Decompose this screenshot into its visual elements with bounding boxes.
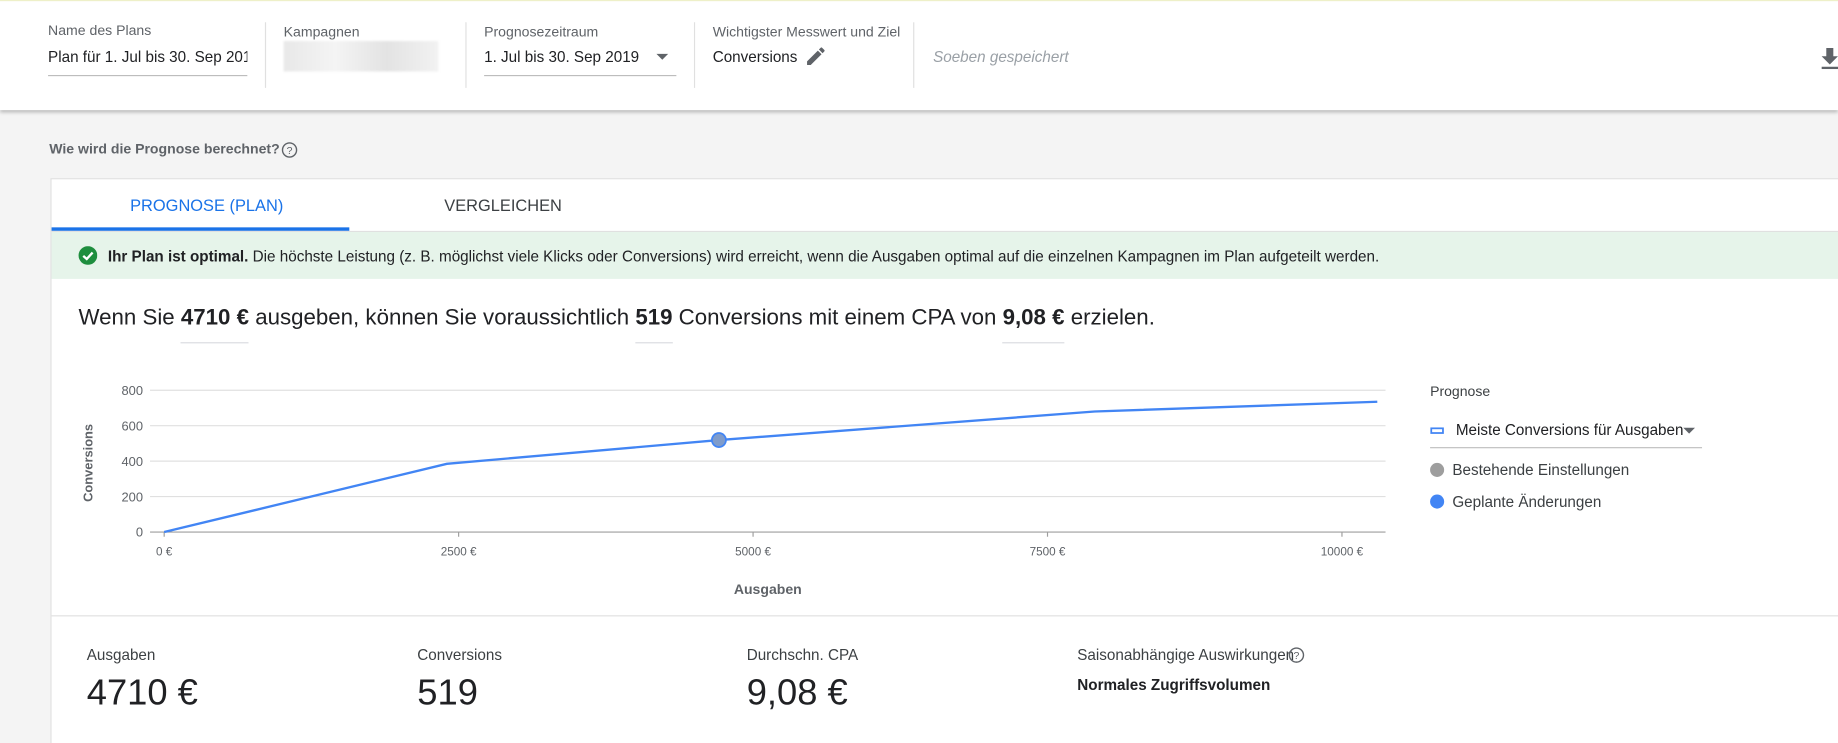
metric-value: 519 — [417, 671, 478, 713]
sentence-text: Wenn Sie — [78, 305, 175, 331]
banner-text: Ihr Plan ist optimal. Die höchste Leistu… — [108, 247, 1379, 265]
divider — [51, 230, 1838, 233]
check-icon — [78, 246, 98, 265]
metric-value: Conversions — [712, 48, 798, 66]
sentence-value: 4710 € — [180, 306, 250, 344]
edit-button[interactable] — [804, 45, 827, 68]
field-label: Prognosezeitraum — [484, 23, 599, 40]
forecast-sentence: Wenn Sie 4710 € ausgeben, können Sie vor… — [78, 305, 1155, 344]
field-label: Wichtigster Messwert und Ziel — [712, 23, 901, 40]
banner-bold: Ihr Plan ist optimal. — [107, 247, 249, 265]
separator — [264, 22, 267, 88]
forecast-card: PROGNOSE (PLAN) VERGLEICHEN Ihr Plan ist… — [50, 178, 1838, 743]
tab[interactable]: PROGNOSE (PLAN) — [130, 195, 284, 215]
help-icon: ? — [1288, 647, 1305, 663]
tab[interactable]: VERGLEICHEN — [444, 195, 562, 215]
banner-message: Die höchste Leistung (z. B. möglichst vi… — [252, 247, 1380, 265]
metric-label: Conversions — [417, 645, 503, 664]
underline — [484, 75, 677, 77]
metric-label: Saisonabhängige Auswirkungen — [1077, 645, 1295, 664]
separator — [913, 22, 915, 88]
divider — [51, 615, 1838, 617]
sentence-text: erzielen. — [1070, 305, 1155, 331]
metric-label: Ausgaben — [86, 645, 156, 664]
metric-value: Normales Zugriffsvolumen — [1077, 676, 1271, 694]
metric-label: Durchschn. CPA — [746, 645, 859, 664]
field-label: Kampagnen — [283, 23, 360, 40]
plan-name-input[interactable]: Plan für 1. Jul bis 30. Sep 2019 — [48, 48, 248, 66]
sentence-text: Conversions mit einem CPA von — [678, 305, 997, 331]
date-range-select[interactable]: 1. Jul bis 30. Sep 2019 — [484, 48, 640, 66]
download-button[interactable] — [1821, 48, 1838, 70]
sentence-text: ausgeben, können Sie voraussichtlich — [255, 305, 630, 331]
metric-value: 4710 € — [86, 671, 198, 713]
svg-text:?: ? — [1294, 650, 1300, 662]
field-label: Name des Plans — [48, 22, 152, 39]
metric-value: 9,08 € — [746, 671, 848, 713]
separator — [465, 22, 467, 88]
underline — [48, 75, 248, 77]
svg-text:?: ? — [287, 145, 293, 157]
campaign-selector[interactable] — [283, 41, 439, 72]
header: Name des Plans Plan für 1. Jul bis 30. S… — [0, 0, 1838, 111]
sentence-value: 519 — [635, 306, 673, 344]
save-status: Soeben gespeichert — [933, 48, 1069, 66]
sentence-value: 9,08 € — [1002, 306, 1065, 344]
help-link[interactable]: Wie wird die Prognose berechnet? — [49, 140, 280, 158]
separator — [693, 22, 696, 88]
tab-indicator — [51, 227, 350, 231]
banner: Ihr Plan ist optimal. Die höchste Leistu… — [51, 232, 1838, 279]
dropdown-arrow — [656, 53, 669, 60]
help-icon[interactable]: ? — [281, 142, 298, 158]
